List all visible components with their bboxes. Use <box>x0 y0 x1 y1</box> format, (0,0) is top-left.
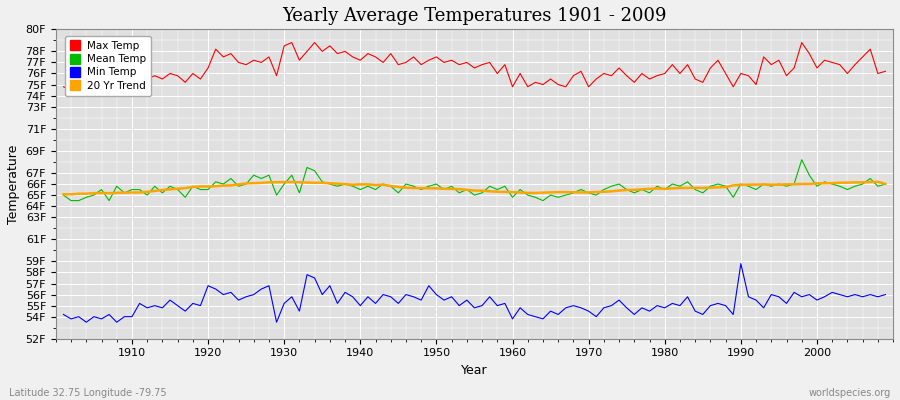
Legend: Max Temp, Mean Temp, Min Temp, 20 Yr Trend: Max Temp, Mean Temp, Min Temp, 20 Yr Tre… <box>65 36 151 96</box>
Text: worldspecies.org: worldspecies.org <box>809 388 891 398</box>
Y-axis label: Temperature: Temperature <box>7 144 20 224</box>
Text: Latitude 32.75 Longitude -79.75: Latitude 32.75 Longitude -79.75 <box>9 388 166 398</box>
X-axis label: Year: Year <box>461 364 488 377</box>
Title: Yearly Average Temperatures 1901 - 2009: Yearly Average Temperatures 1901 - 2009 <box>283 7 667 25</box>
